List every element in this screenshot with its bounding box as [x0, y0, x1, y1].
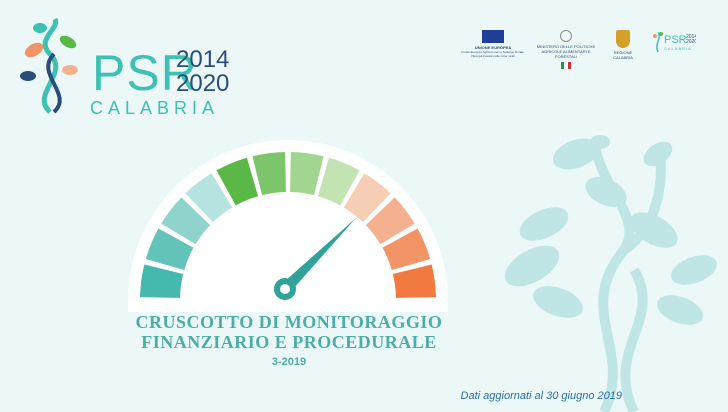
- partner-ministry: MINISTERO DELLE POLITICHE AGRICOLE ALIME…: [530, 30, 602, 69]
- svg-text:CALABRIA: CALABRIA: [664, 46, 692, 51]
- report-title-line-2: FINANZIARIO E PROCEDURALE: [141, 332, 437, 352]
- gauge-segment: [145, 228, 194, 271]
- partner-ministry-label: MINISTERO DELLE POLITICHE AGRICOLE ALIME…: [536, 44, 596, 59]
- decorative-plant-icon: [504, 135, 717, 412]
- gauge-segment: [140, 264, 184, 298]
- gauge-segments: [140, 152, 436, 298]
- report-period: 3-2019: [271, 356, 307, 368]
- svg-text:2014: 2014: [686, 34, 696, 40]
- italian-republic-emblem-icon: [560, 30, 572, 42]
- gauge-segment: [392, 264, 436, 298]
- svg-text:PSR: PSR: [664, 34, 687, 46]
- gauge-segment: [290, 152, 324, 196]
- brand-region: CALABRIA: [90, 98, 220, 118]
- psr-mini-logo-icon: PSR 2014 2020 CALABRIA: [653, 31, 697, 53]
- psr-plant-logo-icon: [20, 17, 78, 114]
- gauge-hub-center: [280, 284, 290, 294]
- eu-flag-icon: [482, 30, 504, 43]
- calabria-crest-icon: [616, 30, 630, 48]
- brand-year-end: 2020: [176, 70, 230, 97]
- partner-eu: UNIONE EUROPEA Fondo Europeo Agricolo pe…: [458, 30, 528, 58]
- report-title-line-1: CRUSCOTTO DI MONITORAGGIO: [135, 312, 443, 332]
- progress-gauge: [128, 140, 448, 312]
- partner-logos: UNIONE EUROPEA Fondo Europeo Agricolo pe…: [458, 30, 712, 69]
- partner-region-label: REGIONE CALABRIA: [613, 50, 633, 60]
- gauge-segment: [382, 228, 431, 271]
- gauge-needle: [280, 218, 356, 294]
- gauge-segment: [343, 173, 391, 223]
- brand-name: PSR: [92, 45, 198, 101]
- gauge-segment: [317, 157, 360, 206]
- partner-region: REGIONE CALABRIA: [606, 30, 640, 60]
- gauge-segment: [252, 152, 286, 196]
- italy-flag-icon: [561, 62, 571, 69]
- brand-year-start: 2014: [176, 46, 230, 73]
- brand-years: 2014 2020: [176, 48, 229, 96]
- gauge-segment: [216, 157, 259, 206]
- gauge-segment: [185, 173, 233, 223]
- partner-psr: PSR 2014 2020 CALABRIA: [644, 30, 704, 53]
- partner-eu-label: UNIONE EUROPEA: [474, 45, 512, 50]
- gauge-segment: [161, 197, 211, 245]
- partner-eu-sub: Fondo Europeo Agricolo per lo Sviluppo R…: [461, 50, 525, 58]
- gauge-segment: [365, 197, 415, 245]
- data-update-note: Dati aggiornati al 30 giugno 2019: [460, 390, 622, 402]
- svg-text:2020: 2020: [686, 39, 696, 45]
